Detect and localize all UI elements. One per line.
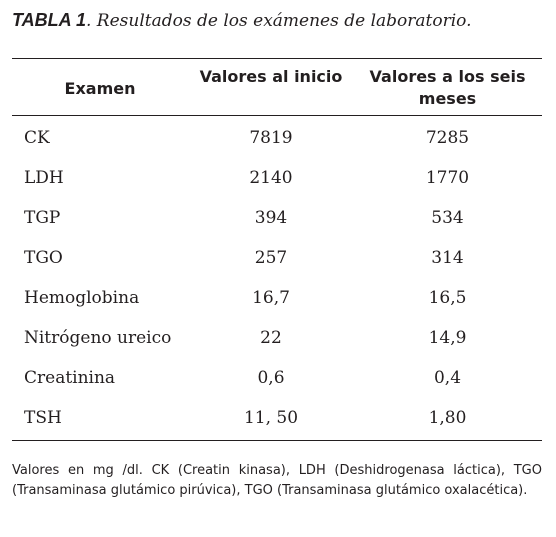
table-header-rule [12,115,542,116]
table-row: Nitrógeno ureico 22 14,9 [0,325,556,351]
table-top-rule [12,58,542,59]
cell-six-months: 0,4 [433,368,462,388]
cell-exam: LDH [24,168,64,188]
cell-initial: 394 [254,208,288,228]
cell-exam: Creatinina [24,368,116,388]
cell-exam: CK [24,128,50,148]
cell-six-months: 1770 [425,168,470,188]
cell-initial: 16,7 [252,288,290,308]
table-row: TSH 11, 50 1,80 [0,405,556,431]
cell-six-months: 16,5 [428,288,467,308]
table-row: CK 7819 7285 [0,125,556,151]
cell-initial: 7819 [249,128,293,148]
cell-exam: Nitrógeno ureico [24,328,172,348]
header-six-month-values: Valores a los seis meses [369,67,526,108]
cell-six-months: 7285 [425,128,470,148]
cell-six-months: 1,80 [428,408,467,428]
cell-six-months: 14,9 [428,328,467,348]
cell-exam: TSH [24,408,62,428]
cell-initial: 2140 [249,168,293,188]
table-caption-label: TABLA 1 [12,10,86,30]
table-caption: TABLA 1. Resultados de los exámenes de l… [12,10,472,31]
cell-initial: 0,6 [257,368,285,388]
cell-initial: 257 [254,248,288,268]
table-row: LDH 2140 1770 [0,165,556,191]
table-row: TGO 257 314 [0,245,556,271]
cell-initial: 11, 50 [243,408,299,428]
cell-six-months: 314 [431,248,464,268]
cell-six-months: 534 [431,208,464,228]
cell-initial: 22 [260,328,282,348]
table-caption-text: . Resultados de los exámenes de laborato… [86,11,472,31]
cell-exam: TGP [24,208,61,228]
table-row: Hemoglobina 16,7 16,5 [0,285,556,311]
table-bottom-rule [12,440,542,441]
cell-exam: TGO [24,248,63,268]
header-initial-values: Valores al inicio [199,67,343,86]
table-row: Creatinina 0,6 0,4 [0,365,556,391]
table-row: TGP 394 534 [0,205,556,231]
header-exam: Examen [64,79,136,98]
table-footnote: Valores en mg /dl. CK (Creatin kinasa), … [12,463,542,498]
cell-exam: Hemoglobina [24,288,140,308]
